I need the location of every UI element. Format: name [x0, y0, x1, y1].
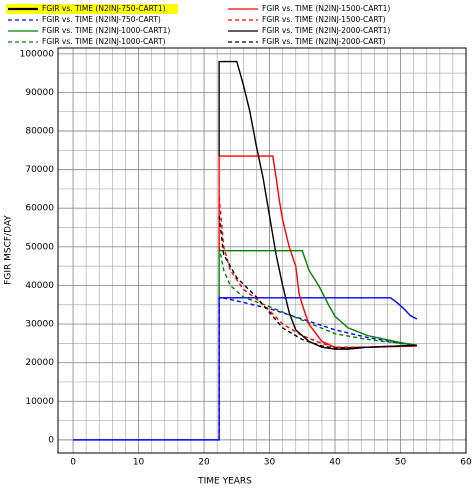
plot-frame [57, 47, 467, 454]
legend-label: FGIR vs. TIME (N2INJ-1000-CART1) [42, 26, 170, 35]
y-tick-label: 0 [48, 435, 54, 445]
y-tick-label: 20000 [25, 358, 54, 368]
y-tick-label: 80000 [25, 127, 54, 137]
x-tick-label: 0 [70, 458, 76, 468]
y-tick-label: 60000 [25, 204, 54, 214]
y-tick-label: 90000 [25, 88, 54, 98]
legend-label: FGIR vs. TIME (N2INJ-2000-CART1) [262, 26, 390, 35]
legend-label: FGIR vs. TIME (N2INJ-2000-CART) [262, 37, 386, 46]
legend-label: FGIR vs. TIME (N2INJ-750-CART1) [42, 4, 166, 13]
x-tick-label: 10 [133, 458, 145, 468]
y-tick-label: 50000 [25, 242, 54, 252]
series-line [218, 249, 417, 346]
x-tick-label: 30 [264, 458, 276, 468]
legend-label: FGIR vs. TIME (N2INJ-1500-CART1) [262, 4, 390, 13]
series-line [218, 60, 417, 350]
y-tick-label: 40000 [25, 281, 54, 291]
x-axis-label: TIME YEARS [197, 477, 252, 487]
series-line [218, 196, 417, 348]
legend-highlight [6, 4, 178, 14]
y-tick-label: 10000 [25, 397, 54, 407]
series-line [218, 246, 417, 346]
y-axis-label: FGIR MSCF/DAY [4, 215, 14, 285]
legend-label: FGIR vs. TIME (N2INJ-750-CART) [42, 15, 161, 24]
y-tick-label: 30000 [25, 320, 54, 330]
series-line [218, 296, 417, 440]
x-tick-label: 40 [329, 458, 341, 468]
x-tick-label: 60 [460, 458, 472, 468]
legend-label: FGIR vs. TIME (N2INJ-1500-CART) [262, 15, 386, 24]
legend-label: FGIR vs. TIME (N2INJ-1000-CART) [42, 37, 166, 46]
x-tick-label: 50 [395, 458, 407, 468]
series-line [218, 215, 417, 349]
y-tick-label: 100000 [20, 49, 55, 59]
x-tick-label: 20 [198, 458, 210, 468]
y-tick-label: 70000 [25, 165, 54, 175]
